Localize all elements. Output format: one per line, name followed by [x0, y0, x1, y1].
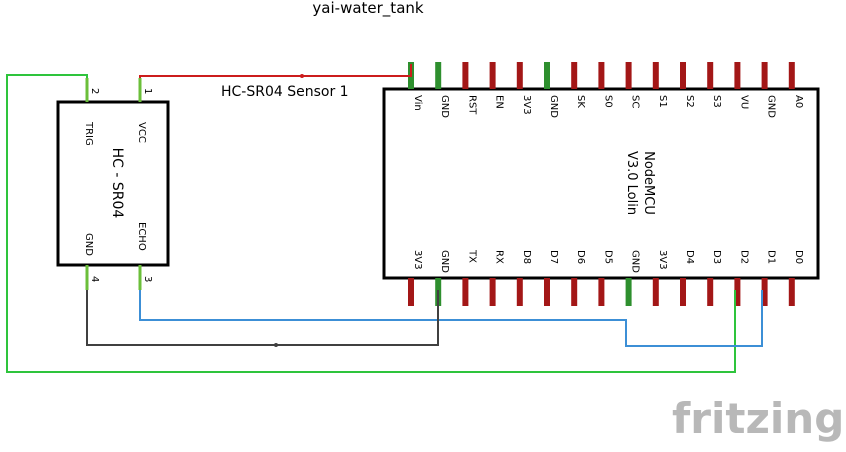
nodemcu-top-pin-label-14: A0: [793, 95, 804, 108]
nodemcu-bottom-pin-3v3-0[interactable]: [408, 278, 414, 306]
hc-sr04-body[interactable]: [56, 100, 170, 267]
nodemcu-bottom-pin-d4-10[interactable]: [680, 278, 686, 306]
nodemcu-top-pin-label-4: 3V3: [521, 95, 532, 115]
nodemcu-top-pin-label-3: EN: [494, 95, 505, 109]
nodemcu-bottom-pin-d5-7[interactable]: [598, 278, 605, 306]
nodemcu-bottom-pin-label-6: D6: [575, 250, 586, 264]
sensor-pin-trig-label: TRIG: [83, 121, 94, 146]
nodemcu-name-line1: NodeMCU: [641, 151, 656, 215]
sensor-pin-4-number: 4: [89, 276, 100, 282]
nodemcu-bottom-pin-label-2: TX: [466, 249, 477, 263]
nodemcu-top-pin-vu-12[interactable]: [734, 62, 741, 89]
sensor-pin-1-number: 1: [142, 88, 153, 94]
nodemcu-top-pin-label-1: GND: [439, 95, 450, 118]
nodemcu-top-pin-label-10: S2: [684, 95, 695, 108]
nodemcu-bottom-pin-label-12: D2: [738, 250, 749, 264]
nodemcu-bottom-pin-rx-3[interactable]: [489, 278, 496, 306]
nodemcu-bottom-pin-label-8: GND: [630, 250, 641, 273]
nodemcu-bottom-pin-label-10: D4: [684, 250, 695, 264]
wire-trig-green[interactable]: [6, 74, 736, 373]
nodemcu-top-pin-3v3-4[interactable]: [516, 62, 523, 89]
nodemcu-top-pin-label-13: GND: [766, 95, 777, 118]
nodemcu-bottom-pin-label-4: D8: [521, 250, 532, 264]
wire-vcc-red[interactable]: [139, 64, 412, 78]
nodemcu-bottom-pin-label-1: GND: [439, 250, 450, 273]
nodemcu-top-pin-gnd-13[interactable]: [761, 62, 768, 89]
nodemcu-pins: Vin GND RST EN 3V3 GND SK S0 SC S1 S2 S3 VU GND A0 3V3 G…: [408, 62, 804, 306]
wire-echo-blue[interactable]: [139, 290, 763, 347]
nodemcu-top-pin-s2-10[interactable]: [680, 62, 686, 89]
sensor-pin-3-number: 3: [142, 276, 153, 282]
sensor-pin-vcc-label: VCC: [136, 122, 147, 143]
nodemcu-top-pin-label-11: S3: [711, 95, 722, 108]
nodemcu-top-pin-rst-2[interactable]: [462, 62, 469, 89]
nodemcu-top-pin-label-5: GND: [548, 95, 559, 118]
nodemcu-bottom-pin-label-7: D5: [602, 250, 613, 264]
nodemcu-top-pin-label-2: RST: [466, 95, 477, 115]
nodemcu-bottom-pin-label-13: D1: [766, 250, 777, 264]
nodemcu-top-pin-gnd-5[interactable]: [544, 62, 550, 89]
nodemcu-top-pin-label-12: VU: [738, 95, 749, 109]
nodemcu-bottom-pin-label-0: 3V3: [412, 250, 423, 270]
nodemcu-top-pin-s0-7[interactable]: [598, 62, 605, 89]
nodemcu-top-pin-s3-11[interactable]: [707, 62, 714, 89]
sensor-pin-gnd-label: GND: [83, 233, 94, 256]
sensor-pin-echo-label: ECHO: [136, 222, 147, 251]
sensor-pin-2-number: 2: [89, 88, 100, 94]
nodemcu-name-line2: V3.0 Lolin: [624, 151, 639, 215]
hc-sr04-name: HC - SR04: [109, 148, 125, 219]
nodemcu-top-pin-en-3[interactable]: [489, 62, 496, 89]
nodemcu-bottom-pin-label-14: D0: [793, 250, 804, 264]
nodemcu-bottom-pin-d8-4[interactable]: [516, 278, 523, 306]
nodemcu-bottom-pin-d2-12[interactable]: [734, 278, 741, 306]
nodemcu-bottom-pin-label-9: 3V3: [657, 250, 668, 270]
nodemcu-bottom-pin-label-3: RX: [494, 250, 505, 264]
wire-gnd-bend: [274, 343, 278, 347]
nodemcu-bottom-pin-3v3-9[interactable]: [652, 278, 659, 306]
sensor-instance-label: HC-SR04 Sensor 1: [221, 84, 349, 100]
nodemcu-top-pin-label-0: Vin: [412, 95, 423, 111]
nodemcu-bottom-pin-tx-2[interactable]: [462, 278, 469, 306]
nodemcu-bottom-pin-d0-14[interactable]: [788, 278, 795, 306]
nodemcu-top-pin-label-6: SK: [575, 95, 586, 108]
nodemcu-top-pin-label-9: S1: [657, 95, 668, 108]
nodemcu-top-pin-gnd-1[interactable]: [435, 62, 442, 89]
nodemcu-top-pin-a0-14[interactable]: [788, 62, 795, 89]
wire-vcc-bend: [300, 74, 304, 78]
nodemcu-top-pin-label-8: SC: [630, 95, 641, 108]
nodemcu-top-pin-s1-9[interactable]: [652, 62, 659, 89]
nodemcu-bottom-pin-d7-5[interactable]: [544, 278, 550, 306]
nodemcu-top-pin-sc-8[interactable]: [625, 62, 632, 89]
nodemcu-bottom-pin-d3-11[interactable]: [707, 278, 714, 306]
nodemcu-bottom-pin-gnd-8[interactable]: [625, 278, 632, 306]
nodemcu-top-pin-sk-6[interactable]: [571, 62, 578, 89]
nodemcu-bottom-pin-label-11: D3: [711, 250, 722, 264]
fritzing-watermark: fritzing: [672, 394, 844, 443]
wire-gnd-black[interactable]: [86, 290, 439, 346]
nodemcu-top-pin-label-7: S0: [602, 95, 613, 108]
nodemcu-bottom-pin-d1-13[interactable]: [761, 278, 768, 306]
nodemcu-bottom-pin-label-5: D7: [548, 250, 559, 264]
diagram-title: yai-water_tank: [312, 0, 423, 18]
nodemcu-bottom-pin-d6-6[interactable]: [571, 278, 578, 306]
